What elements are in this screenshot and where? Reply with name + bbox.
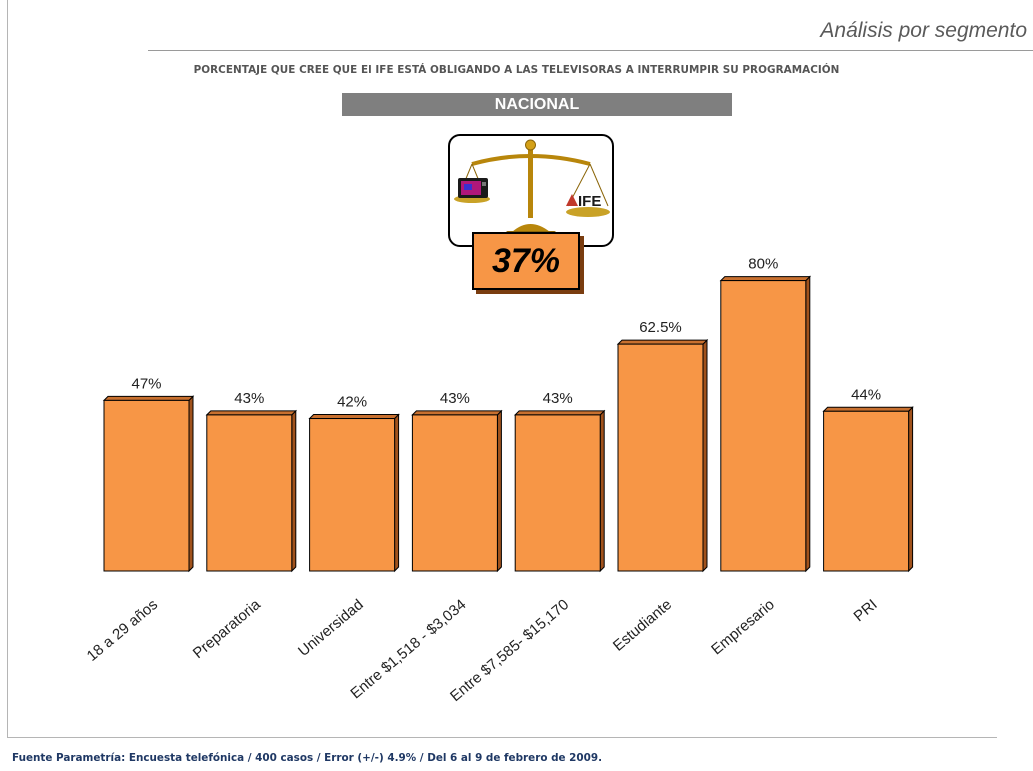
bar bbox=[514, 414, 601, 572]
bar-top bbox=[102, 395, 195, 401]
bar-value-label: 80% bbox=[748, 256, 778, 273]
bar-side bbox=[805, 275, 811, 573]
bar-value-label: 43% bbox=[234, 390, 264, 407]
national-percentage: 37% bbox=[472, 232, 580, 290]
header-rule bbox=[148, 50, 1033, 51]
bar-group: 47% 18 a 29 años bbox=[84, 375, 195, 665]
chart-subtitle: PORCENTAJE QUE CREE QUE El IFE ESTÁ OBLI… bbox=[193, 64, 840, 76]
bar-side bbox=[496, 409, 502, 573]
category-label: Preparatoria bbox=[190, 596, 265, 663]
bar-top bbox=[616, 339, 709, 345]
section-title: Análisis por segmento bbox=[820, 19, 1027, 42]
category-label: 18 a 29 años bbox=[84, 596, 161, 665]
category-label: Universidad bbox=[295, 596, 367, 660]
bar-side bbox=[702, 338, 708, 573]
bar-group: 43% Preparatoria bbox=[190, 390, 298, 663]
bar-value-label: 44% bbox=[851, 386, 881, 403]
bar-value-label: 42% bbox=[337, 394, 367, 411]
bar bbox=[720, 280, 807, 572]
bar-side bbox=[908, 406, 914, 573]
national-banner: NACIONAL bbox=[342, 93, 732, 116]
category-label: PRI bbox=[851, 596, 881, 625]
bar-group: 62.5% Estudiante bbox=[610, 319, 709, 655]
bar-value-label: 47% bbox=[131, 375, 161, 392]
bar-group: 44% PRI bbox=[822, 386, 914, 625]
bar-value-label: 43% bbox=[543, 390, 573, 407]
bar-top bbox=[411, 410, 503, 416]
bar-top bbox=[205, 410, 298, 416]
bar-group: 80% Empresario bbox=[708, 256, 812, 658]
bar-value-label: 43% bbox=[440, 390, 470, 407]
bar-chart: 47% 18 a 29 años 43% Preparatoria 42% Univers… bbox=[84, 256, 914, 705]
bar bbox=[617, 343, 704, 572]
bar-top bbox=[822, 406, 914, 412]
bar-top bbox=[513, 410, 606, 416]
bar bbox=[411, 414, 498, 572]
bar-side bbox=[394, 413, 400, 573]
category-label: Empresario bbox=[708, 596, 778, 658]
bar-group: 42% Universidad bbox=[295, 394, 400, 660]
bar-value-label: 62.5% bbox=[639, 319, 682, 336]
bar-side bbox=[599, 409, 605, 573]
bar bbox=[823, 410, 910, 572]
bar-side bbox=[188, 395, 194, 573]
category-label: Estudiante bbox=[610, 596, 675, 655]
bar bbox=[206, 414, 293, 572]
frame-bottom-border bbox=[7, 737, 997, 738]
scales-icon-box: IFE bbox=[448, 134, 614, 247]
ife-logo-text: IFE bbox=[578, 193, 601, 210]
bar bbox=[309, 418, 396, 572]
category-label: Entre $7,585- $15,170 bbox=[447, 596, 572, 705]
source-footer: Fuente Parametría: Encuesta telefónica /… bbox=[12, 752, 603, 764]
frame-left-border bbox=[7, 0, 8, 738]
category-label: Entre $1,518 - $3,034 bbox=[347, 596, 469, 702]
bar-top bbox=[308, 414, 400, 420]
bar-top bbox=[719, 276, 812, 282]
scales-icon: IFE bbox=[454, 139, 610, 236]
bar-side bbox=[291, 409, 297, 573]
bar bbox=[103, 399, 190, 572]
